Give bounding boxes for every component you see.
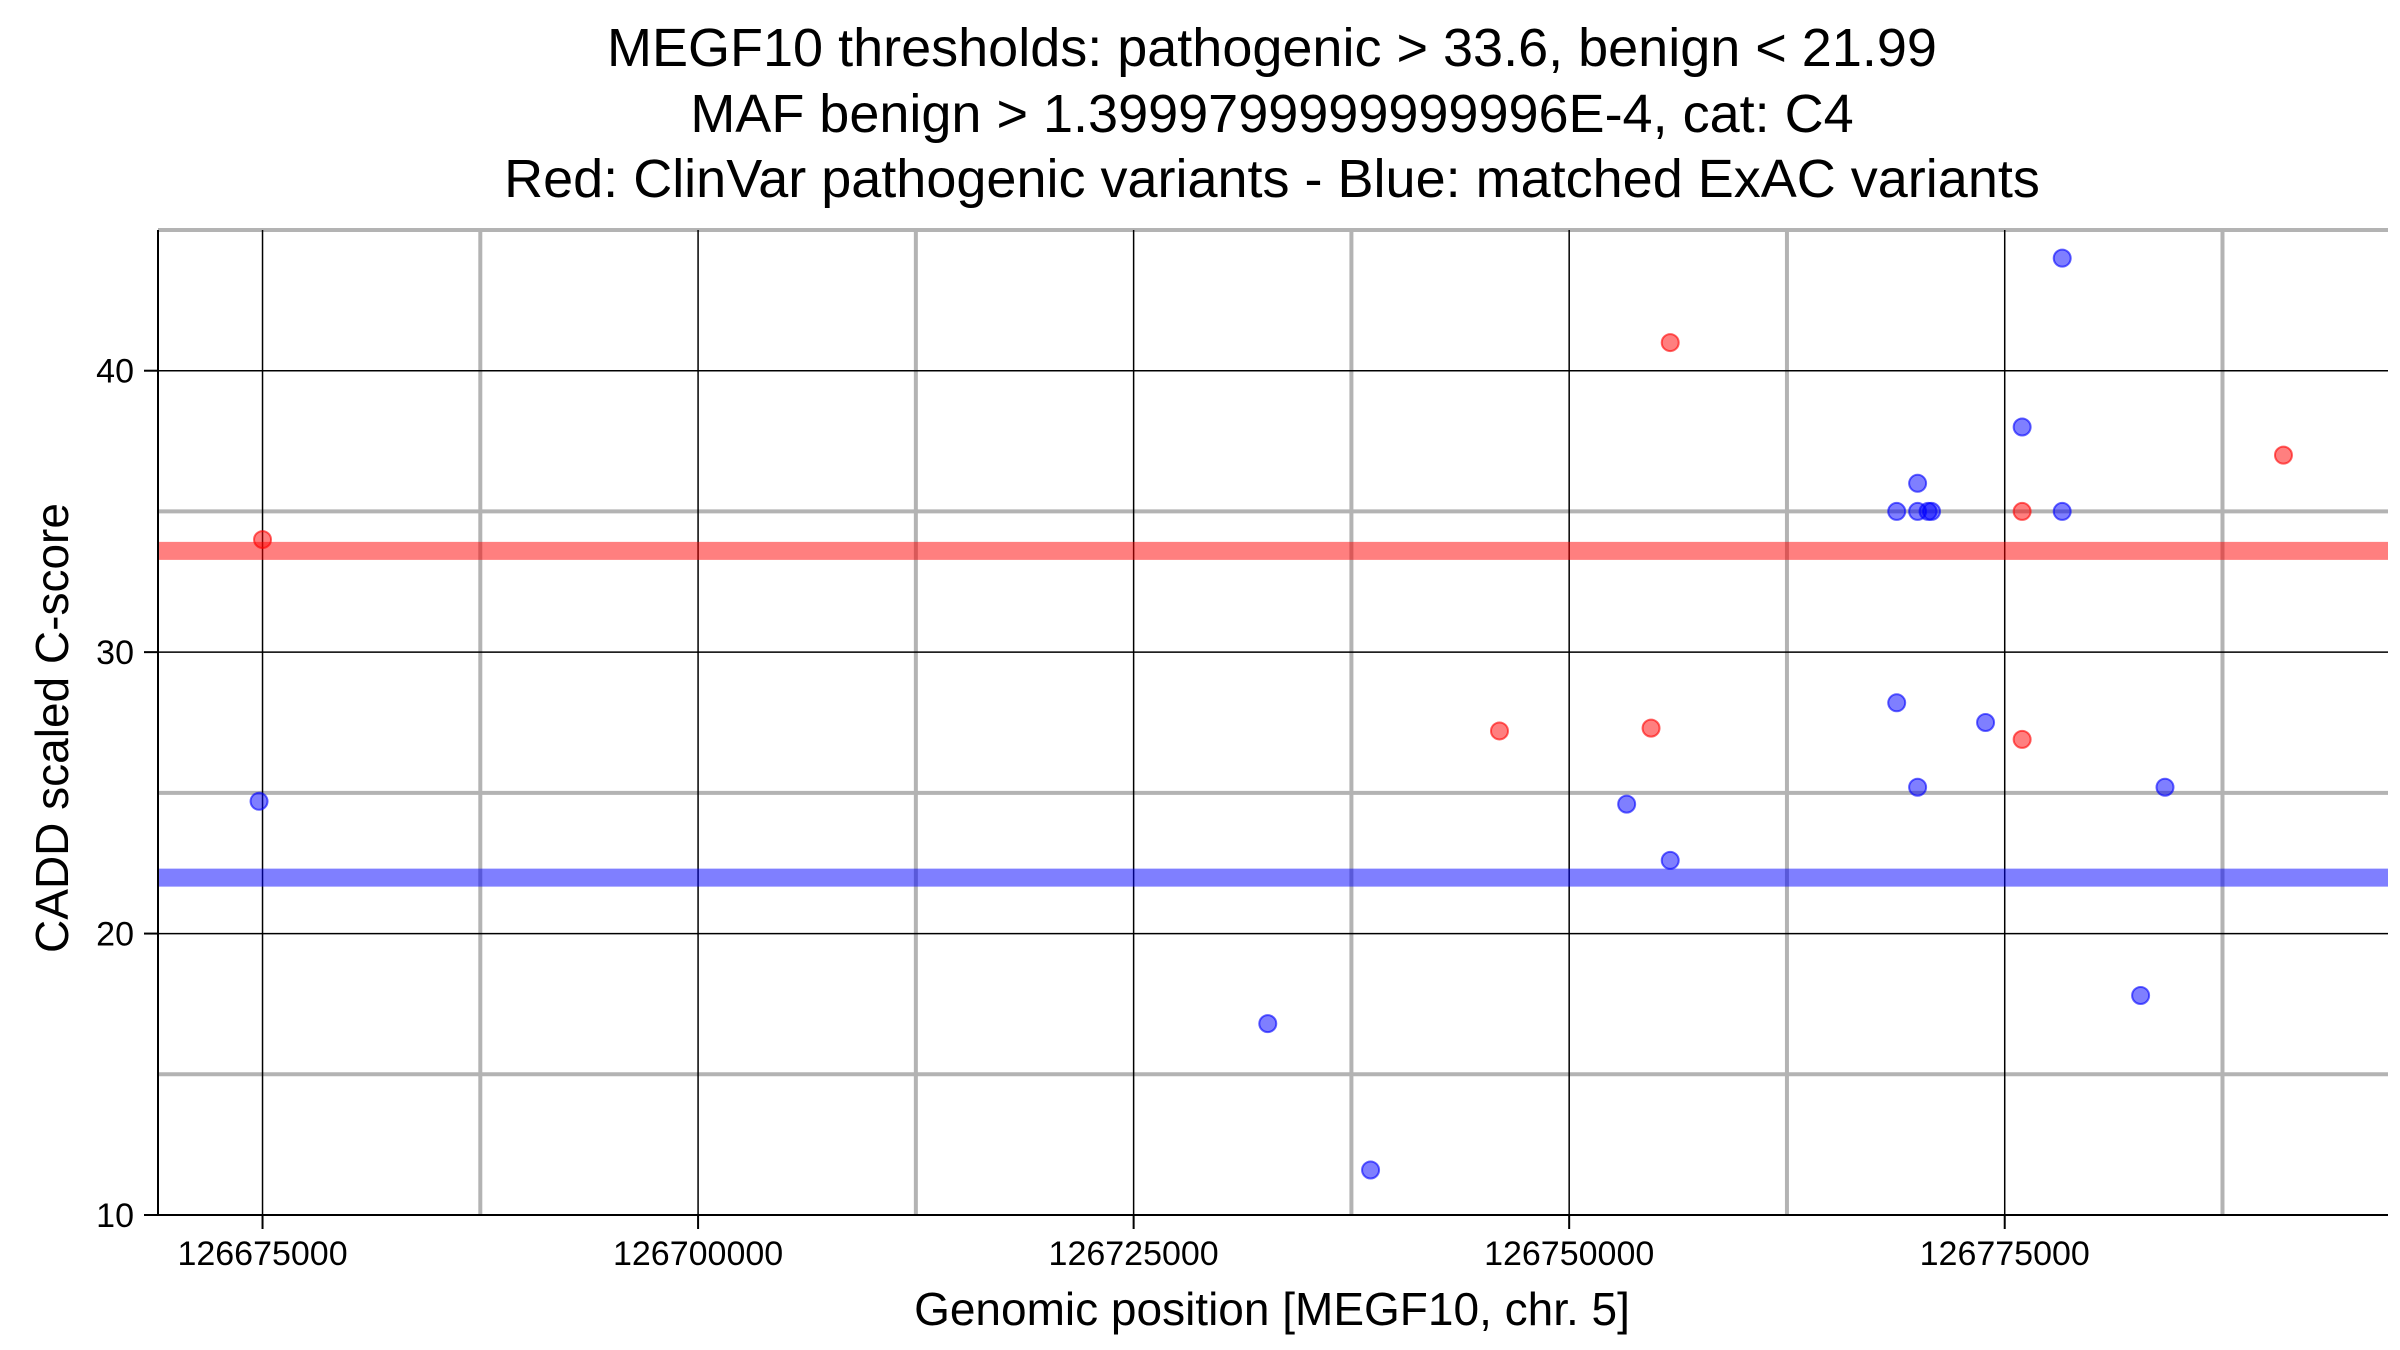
benign-variant-point	[1617, 794, 1637, 814]
benign-variant-point	[1908, 473, 1928, 493]
pathogenic-variant-point	[2012, 501, 2032, 521]
x-tick-label: 126775000	[1920, 1235, 2090, 1273]
x-tick-label: 126750000	[1484, 1235, 1654, 1273]
y-tick-label: 20	[96, 916, 134, 954]
pathogenic-variant-point	[253, 530, 273, 550]
benign-variant-point	[1922, 501, 1942, 521]
benign-variant-point	[1908, 777, 1928, 797]
x-tick-label: 126700000	[613, 1235, 783, 1273]
title-line-1: MEGF10 thresholds: pathogenic > 33.6, be…	[607, 18, 1937, 78]
benign-variant-point	[2052, 248, 2072, 268]
benign-variant-point	[1361, 1160, 1381, 1180]
data-points	[249, 248, 2293, 1180]
x-tick-label: 126725000	[1049, 1235, 1219, 1273]
chart-title: MEGF10 thresholds: pathogenic > 33.6, be…	[504, 18, 2040, 209]
pathogenic-variant-point	[1660, 333, 1680, 353]
benign-variant-point	[1887, 693, 1907, 713]
benign-variant-point	[1660, 850, 1680, 870]
benign-variant-point	[2052, 501, 2072, 521]
benign-variant-point	[2155, 777, 2175, 797]
y-tick-label: 40	[96, 353, 134, 391]
y-tick-label: 10	[96, 1197, 134, 1235]
title-line-2: MAF benign > 1.3999799999999996E-4, cat:…	[690, 84, 1853, 144]
pathogenic-variant-point	[2273, 445, 2293, 465]
y-tick-label: 30	[96, 634, 134, 672]
threshold-lines	[158, 541, 2388, 887]
benign-variant-point	[249, 791, 269, 811]
axes: 10 20 30 40 126675000 126700000 126725000 12675…	[96, 230, 2388, 1273]
benign-variant-point	[2131, 985, 2151, 1005]
pathogenic-variant-point	[2012, 729, 2032, 749]
benign-variant-point	[1976, 713, 1996, 732]
title-line-3: Red: ClinVar pathogenic variants - Blue:…	[504, 149, 2040, 209]
x-tick-label: 126675000	[177, 1235, 347, 1273]
pathogenic-variant-point	[1489, 721, 1509, 741]
pathogenic-variant-point	[1641, 718, 1661, 738]
benign-variant-point	[2012, 417, 2032, 437]
benign-variant-point	[1887, 501, 1907, 521]
benign-variant-point	[1258, 1014, 1278, 1034]
y-axis-title: CADD scaled C-score	[26, 503, 78, 953]
x-axis-title: Genomic position [MEGF10, chr. 5]	[914, 1283, 1630, 1335]
grid	[158, 228, 2388, 1216]
